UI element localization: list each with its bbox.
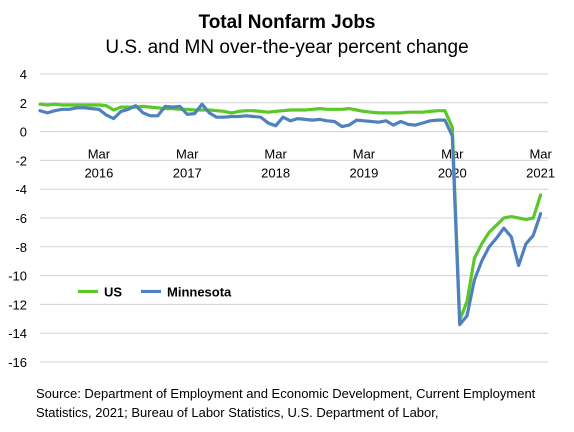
y-tick-label: -10 bbox=[8, 269, 27, 284]
y-tick-label: -14 bbox=[8, 326, 27, 341]
series-line-minnesota bbox=[38, 102, 543, 327]
x-tick-month: Mar bbox=[529, 147, 552, 162]
chart-subtitle: U.S. and MN over-the-year percent change bbox=[105, 37, 469, 58]
y-tick-label: -12 bbox=[8, 297, 27, 312]
y-tick-label: -4 bbox=[15, 182, 27, 197]
x-tick-year: 2021 bbox=[526, 166, 555, 181]
y-tick-label: -6 bbox=[15, 211, 27, 226]
x-tick-month: Mar bbox=[353, 147, 376, 162]
y-tick-label: -2 bbox=[15, 153, 27, 168]
y-tick-label: 2 bbox=[20, 96, 27, 111]
legend: US Minnesota bbox=[78, 284, 232, 299]
chart-title: Total Nonfarm Jobs bbox=[198, 12, 376, 33]
gridlines bbox=[40, 73, 548, 363]
x-axis-tick-labels: Mar2016Mar2017Mar2018Mar2019Mar2020Mar20… bbox=[84, 147, 555, 181]
x-tick-month: Mar bbox=[264, 147, 287, 162]
x-tick-month: Mar bbox=[176, 147, 199, 162]
series-lines bbox=[38, 102, 543, 327]
x-tick-month: Mar bbox=[88, 147, 111, 162]
legend-label: Minnesota bbox=[167, 284, 232, 299]
legend-label: US bbox=[104, 284, 122, 299]
x-tick-year: 2019 bbox=[349, 166, 378, 181]
y-tick-label: -16 bbox=[8, 355, 27, 370]
line-chart: 4 2 0 -2 -4 -6 -8 -10 -12 -14 -16 Mar 2016 Mar 2017 Ma… bbox=[8, 67, 555, 370]
x-tick-year: 2018 bbox=[261, 166, 290, 181]
y-tick-label: 0 bbox=[20, 125, 27, 140]
x-tick-year: 2017 bbox=[173, 166, 202, 181]
source-note: Source: Department of Employment and Eco… bbox=[36, 386, 536, 420]
y-tick-label: 4 bbox=[20, 67, 27, 82]
y-axis-tick-labels: 4 2 0 -2 -4 -6 -8 -10 -12 -14 -16 bbox=[8, 67, 27, 370]
x-tick-year: 2016 bbox=[84, 166, 113, 181]
y-tick-label: -8 bbox=[15, 240, 27, 255]
